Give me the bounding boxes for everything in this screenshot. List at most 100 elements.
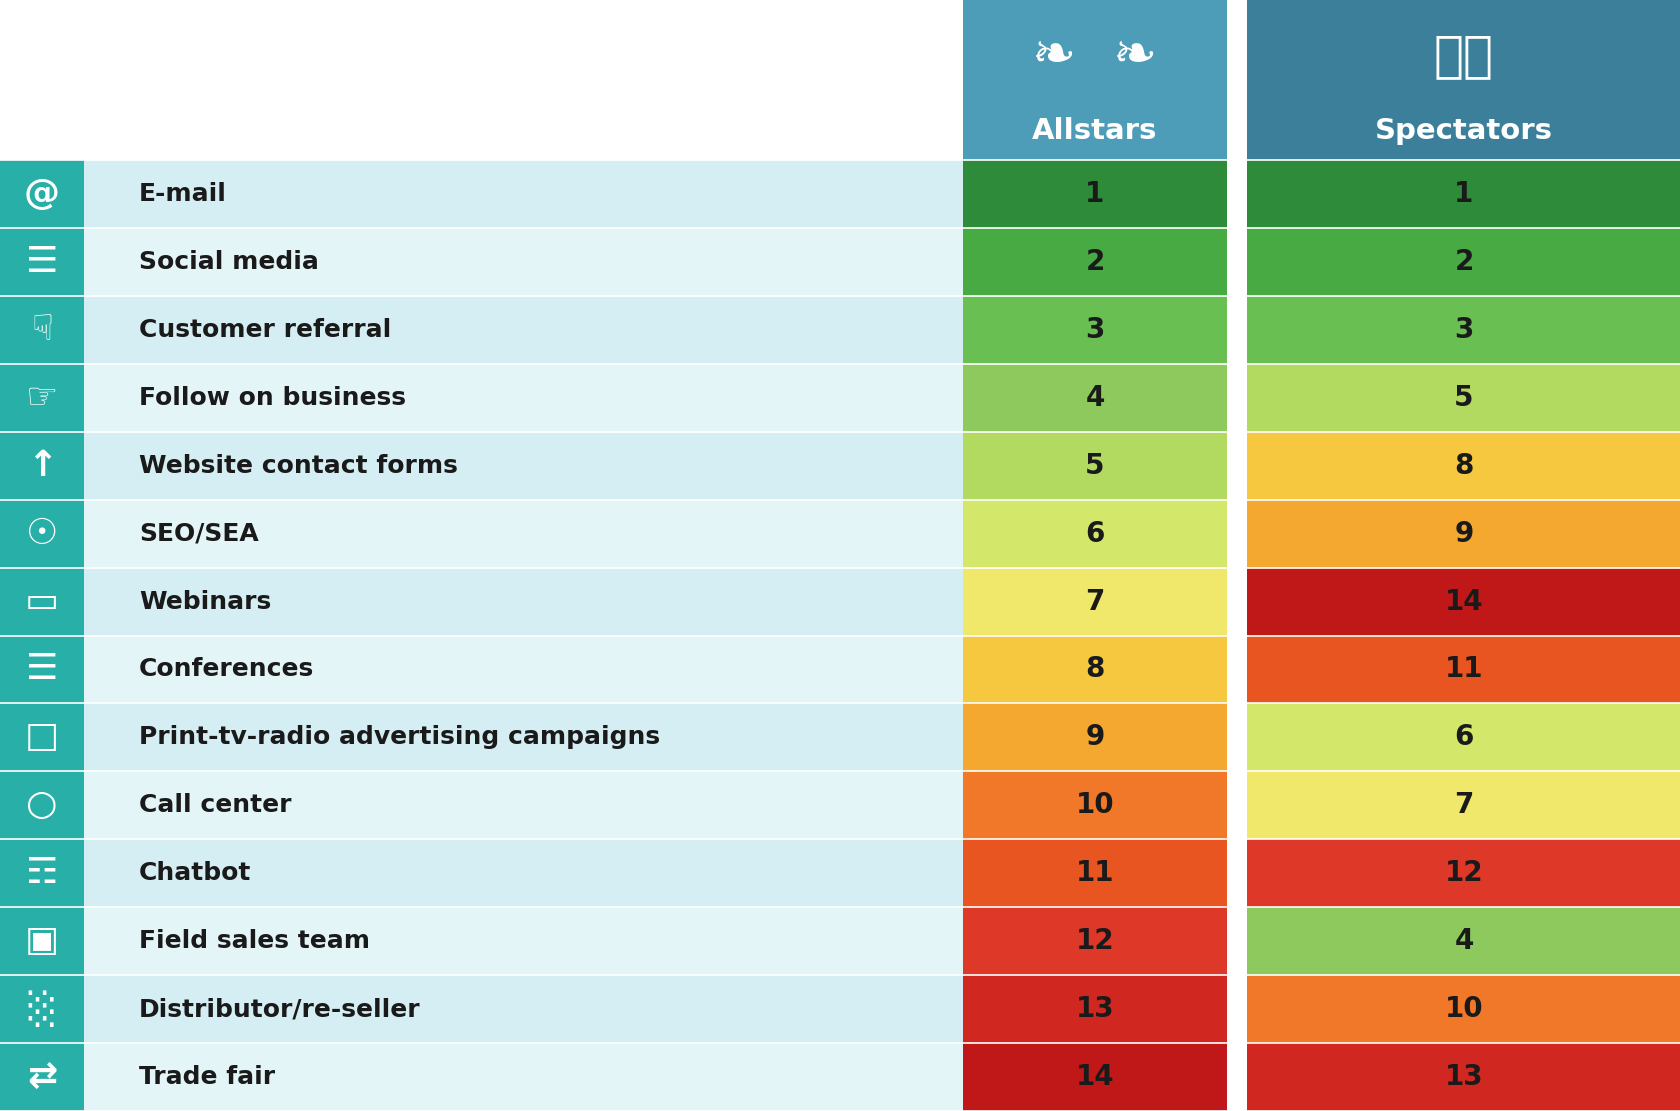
- Text: Spectators: Spectators: [1374, 117, 1552, 146]
- Bar: [1247, 228, 1680, 296]
- Text: ❧  ❧: ❧ ❧: [1032, 30, 1158, 82]
- Text: 3: 3: [1453, 316, 1473, 343]
- Bar: [0, 568, 84, 635]
- Text: 11: 11: [1443, 655, 1482, 683]
- Bar: [0, 228, 84, 296]
- Text: Call center: Call center: [139, 793, 291, 818]
- Bar: [1247, 568, 1680, 635]
- Bar: [0, 703, 84, 771]
- Bar: [84, 703, 963, 771]
- Text: 8: 8: [1453, 452, 1473, 480]
- Text: ☶: ☶: [25, 857, 59, 890]
- Bar: [963, 160, 1226, 228]
- Bar: [1226, 635, 1247, 703]
- Bar: [1226, 363, 1247, 432]
- Bar: [0, 160, 84, 228]
- Text: Customer referral: Customer referral: [139, 318, 391, 342]
- Bar: [0, 975, 84, 1043]
- Text: Distributor/re-seller: Distributor/re-seller: [139, 997, 420, 1021]
- Bar: [1247, 635, 1680, 703]
- Bar: [84, 771, 963, 839]
- Bar: [0, 568, 84, 635]
- Text: Chatbot: Chatbot: [139, 861, 252, 885]
- Bar: [963, 771, 1226, 839]
- Text: Trade fair: Trade fair: [139, 1065, 276, 1089]
- Text: ☟: ☟: [30, 313, 54, 347]
- Text: 6: 6: [1085, 520, 1104, 548]
- Bar: [963, 296, 1226, 363]
- Bar: [963, 703, 1226, 771]
- Text: ⇄: ⇄: [27, 1060, 57, 1094]
- Text: 8: 8: [1085, 655, 1104, 683]
- Text: 11: 11: [1075, 859, 1114, 888]
- Bar: [963, 363, 1226, 432]
- Bar: [1247, 160, 1680, 228]
- Bar: [0, 908, 84, 975]
- Bar: [1247, 771, 1680, 839]
- Text: ▣: ▣: [25, 924, 59, 958]
- Bar: [1226, 568, 1247, 635]
- Bar: [1247, 839, 1680, 908]
- Text: 13: 13: [1075, 995, 1114, 1023]
- Bar: [1226, 296, 1247, 363]
- Text: 2: 2: [1453, 248, 1473, 276]
- Bar: [1226, 432, 1247, 500]
- Bar: [1226, 160, 1247, 1111]
- Bar: [0, 771, 84, 839]
- Text: 14: 14: [1443, 588, 1482, 615]
- Bar: [963, 839, 1226, 908]
- Bar: [0, 228, 84, 296]
- Bar: [84, 500, 963, 568]
- Bar: [84, 839, 963, 908]
- Bar: [1226, 0, 1247, 160]
- Text: 13: 13: [1443, 1063, 1482, 1091]
- Text: ○: ○: [27, 789, 57, 822]
- Text: 1: 1: [1085, 180, 1104, 208]
- Bar: [0, 1043, 84, 1111]
- Bar: [0, 839, 84, 908]
- Bar: [0, 635, 84, 703]
- Text: Conferences: Conferences: [139, 658, 314, 681]
- Text: 9: 9: [1085, 723, 1104, 751]
- Bar: [1247, 432, 1680, 500]
- Text: 7: 7: [1085, 588, 1104, 615]
- Bar: [84, 568, 963, 635]
- Text: □: □: [25, 720, 59, 754]
- Text: 4: 4: [1453, 928, 1473, 955]
- Bar: [1247, 1043, 1680, 1111]
- Text: 9: 9: [1453, 520, 1473, 548]
- Text: Print-tv-radio advertising campaigns: Print-tv-radio advertising campaigns: [139, 725, 660, 750]
- Bar: [84, 363, 963, 432]
- Bar: [0, 975, 84, 1043]
- Bar: [963, 975, 1226, 1043]
- Text: ⦾⦾: ⦾⦾: [1433, 32, 1494, 80]
- Bar: [963, 500, 1226, 568]
- Bar: [0, 1043, 84, 1111]
- Bar: [1226, 160, 1247, 228]
- Bar: [1247, 500, 1680, 568]
- Bar: [84, 296, 963, 363]
- Bar: [0, 432, 84, 500]
- Text: 1: 1: [1453, 180, 1473, 208]
- Bar: [0, 296, 84, 363]
- Text: SEO/SEA: SEO/SEA: [139, 521, 259, 546]
- Text: Website contact forms: Website contact forms: [139, 453, 457, 478]
- Bar: [84, 975, 963, 1043]
- Bar: [1226, 1043, 1247, 1111]
- Text: 10: 10: [1443, 995, 1482, 1023]
- Bar: [963, 1043, 1226, 1111]
- Bar: [1226, 908, 1247, 975]
- Text: 12: 12: [1075, 928, 1114, 955]
- Bar: [0, 839, 84, 908]
- Bar: [0, 703, 84, 771]
- Text: 14: 14: [1075, 1063, 1114, 1091]
- Bar: [0, 635, 84, 703]
- Bar: [1226, 703, 1247, 771]
- Bar: [1226, 500, 1247, 568]
- Bar: [0, 500, 84, 568]
- Text: 4: 4: [1085, 383, 1104, 412]
- Bar: [0, 908, 84, 975]
- Text: ☞: ☞: [25, 381, 59, 414]
- Bar: [84, 908, 963, 975]
- Text: 10: 10: [1075, 791, 1114, 819]
